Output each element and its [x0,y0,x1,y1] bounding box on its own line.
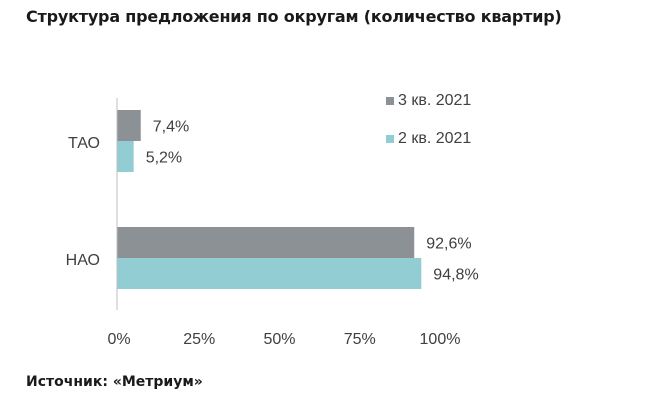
source-note: Источник: «Метриум» [26,374,203,390]
chart-title: Структура предложения по округам (количе… [26,7,562,26]
bars-group [117,110,422,289]
x-tick-label: 100% [420,331,461,348]
data-label: 7,4% [153,119,189,136]
data-label: 92,6% [426,236,471,253]
data-label: 5,2% [146,150,182,167]
legend-swatch [386,135,394,143]
category-label: НАО [66,252,100,269]
x-tick-label: 50% [263,331,295,348]
legend-label: 2 кв. 2021 [398,130,471,147]
x-tick-label: 75% [344,331,376,348]
bar-1-2 [117,141,134,172]
category-label: ТАО [68,135,100,152]
bar-1-1 [117,110,141,141]
data-labels-group: 7,4% 5,2% 92,6% 94,8% [146,119,479,284]
bar-2-1 [117,227,415,258]
data-label: 94,8% [433,267,478,284]
x-tick-labels-group: 0% 25% 50% 75% 100% [107,331,460,348]
x-tick-label: 25% [183,331,215,348]
legend: 3 кв. 2021 2 кв. 2021 [386,92,471,147]
category-labels-group: ТАО НАО [66,135,100,269]
legend-swatch [386,97,394,105]
legend-label: 3 кв. 2021 [398,92,471,109]
x-tick-label: 0% [107,331,130,348]
bar-2-2 [117,258,422,289]
